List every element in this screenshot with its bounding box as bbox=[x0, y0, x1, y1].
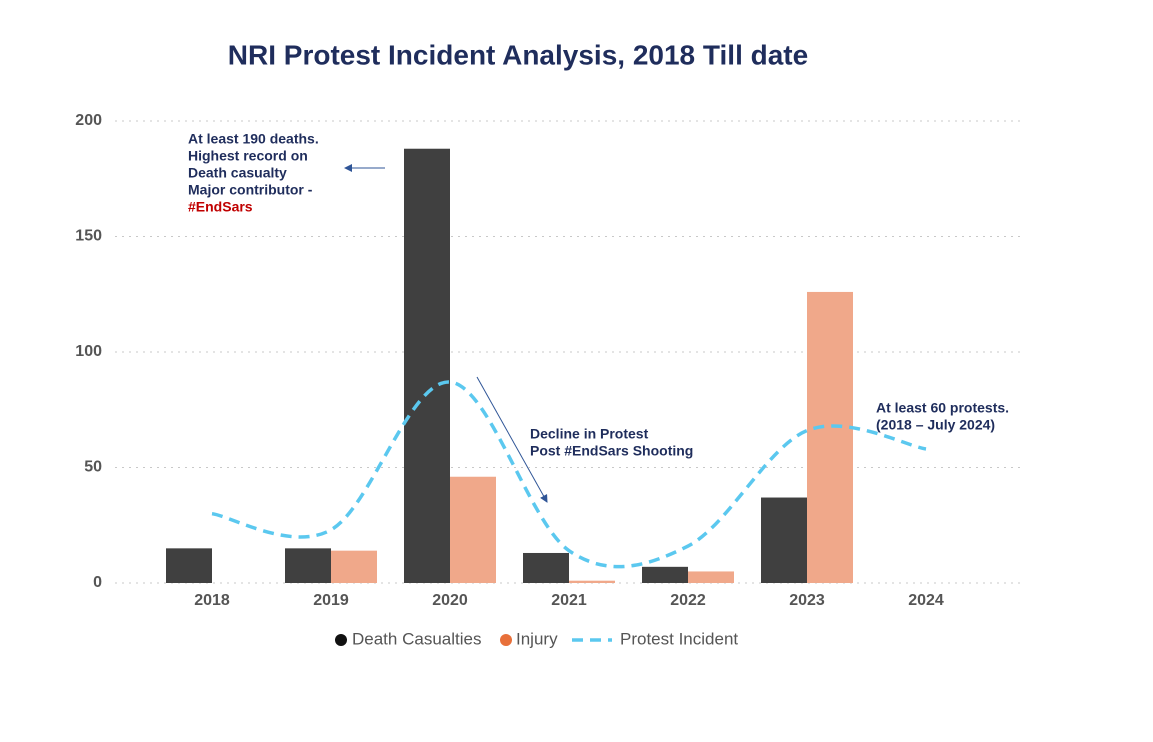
bar bbox=[761, 497, 807, 583]
bar bbox=[166, 548, 212, 583]
line-series bbox=[211, 380, 927, 569]
legend-label: Death Casualties bbox=[352, 629, 481, 648]
bar bbox=[688, 571, 734, 583]
legend-label: Protest Incident bbox=[620, 629, 738, 648]
annotation: At least 190 deaths. bbox=[188, 131, 319, 147]
legend-label: Injury bbox=[516, 629, 558, 648]
y-tick-label: 100 bbox=[75, 343, 102, 360]
y-tick-label: 200 bbox=[75, 112, 102, 129]
bar bbox=[569, 580, 615, 583]
annotation: Post #EndSars Shooting bbox=[530, 443, 693, 459]
bar bbox=[285, 548, 331, 583]
legend-marker bbox=[335, 634, 347, 646]
bar bbox=[642, 566, 688, 583]
legend-marker bbox=[500, 634, 512, 646]
bar bbox=[404, 148, 450, 583]
annotation: (2018 – July 2024) bbox=[876, 417, 995, 433]
bar bbox=[523, 552, 569, 583]
bar bbox=[450, 476, 496, 583]
annotation: Decline in Protest bbox=[530, 426, 649, 442]
annotation: Major contributor - bbox=[188, 182, 313, 198]
annotation: Highest record on bbox=[188, 148, 308, 164]
x-tick-label: 2020 bbox=[432, 592, 468, 609]
bar bbox=[807, 291, 853, 583]
y-tick-label: 0 bbox=[93, 574, 102, 591]
x-tick-label: 2018 bbox=[194, 592, 230, 609]
y-tick-label: 50 bbox=[84, 459, 102, 476]
x-tick-label: 2021 bbox=[551, 592, 587, 609]
x-tick-label: 2023 bbox=[789, 592, 825, 609]
x-tick-label: 2019 bbox=[313, 592, 349, 609]
arrow bbox=[476, 376, 548, 503]
y-tick-label: 150 bbox=[75, 228, 102, 245]
annotation-highlight: #EndSars bbox=[188, 199, 253, 215]
annotation: At least 60 protests. bbox=[876, 400, 1009, 416]
x-tick-label: 2024 bbox=[908, 592, 944, 609]
annotation: Death casualty bbox=[188, 165, 287, 181]
x-tick-label: 2022 bbox=[670, 592, 706, 609]
chart-title: NRI Protest Incident Analysis, 2018 Till… bbox=[228, 39, 808, 70]
bar bbox=[331, 550, 377, 583]
